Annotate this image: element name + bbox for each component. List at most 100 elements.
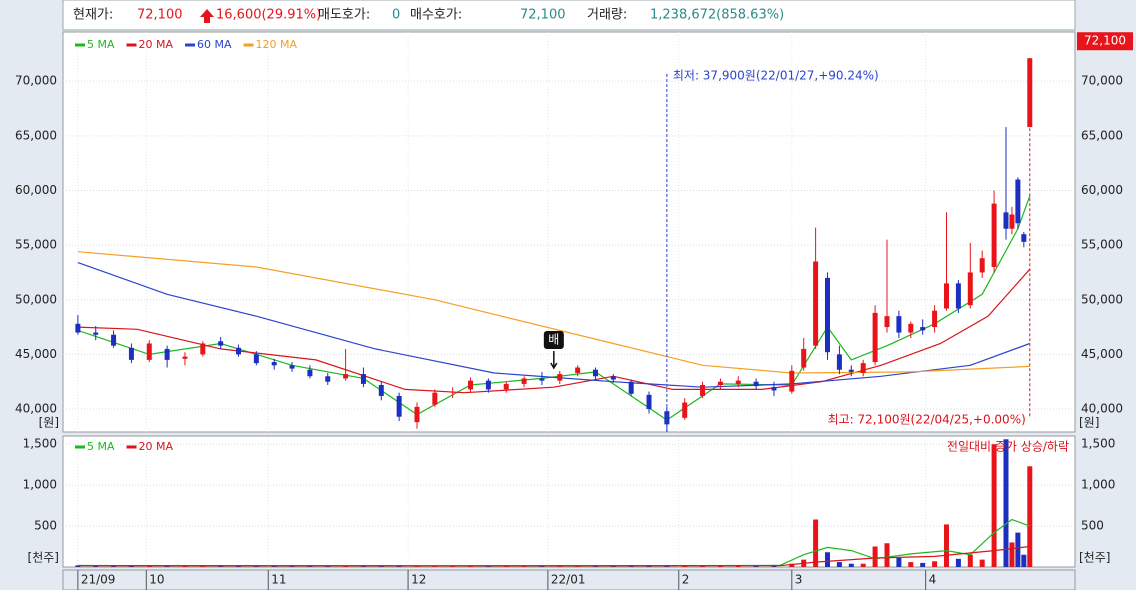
candle-body [521, 378, 527, 384]
volume-bar [485, 566, 491, 567]
volume-bar [717, 565, 723, 567]
y-tick-label-right: 1,000 [1081, 478, 1115, 492]
signal-box [543, 330, 564, 349]
volume-bar [1003, 439, 1009, 567]
legend-label: 5 MA [87, 440, 115, 453]
volume-bar [75, 565, 81, 567]
volume-bar [979, 559, 985, 567]
x-tick-label: 12 [411, 573, 426, 587]
y-tick-label-right: 40,000 [1081, 402, 1123, 416]
candle-body [485, 380, 491, 390]
volume-bar [521, 566, 527, 567]
candle-body [182, 356, 188, 359]
candle-body [360, 374, 366, 384]
signal-arrow [550, 350, 558, 370]
volume-bar [325, 565, 331, 567]
y-tick-label: 500 [34, 519, 57, 533]
candle-body [236, 347, 242, 355]
candle-body [700, 385, 706, 396]
volume-bar [271, 566, 277, 567]
y-tick-label-right: 1,500 [1081, 437, 1115, 451]
header-label: 매도호가: [318, 8, 370, 23]
legend-label: 20 MA [139, 440, 174, 453]
x-tick-label: 3 [795, 573, 803, 587]
header-value: 1,238,672(858.63%) [650, 8, 784, 23]
last-price-tag [1077, 32, 1133, 51]
volume-bar [872, 546, 878, 567]
candle-body [991, 203, 997, 267]
legend-label: 60 MA [197, 38, 232, 51]
volume-bar [955, 558, 961, 567]
volume-bar [943, 524, 949, 567]
ma-line [77, 545, 1030, 567]
x-axis-strip [62, 569, 1076, 590]
volume-bar [610, 566, 616, 567]
y-tick-label: 50,000 [15, 292, 57, 306]
volume-bar [218, 565, 224, 567]
y-tick-label-right: 45,000 [1081, 347, 1123, 361]
candle-body [979, 258, 985, 273]
volume-bar [813, 519, 819, 567]
y-tick-label: 45,000 [15, 347, 57, 361]
candle-body [664, 411, 670, 425]
volume-bar [848, 563, 854, 567]
volume-bar [932, 561, 938, 567]
candle-body [848, 369, 854, 372]
last-price-label: 72,100 [1084, 34, 1126, 48]
candle-body [789, 370, 795, 392]
candle-body [682, 402, 688, 418]
candle-body [75, 323, 81, 333]
header-value: 0 [392, 8, 400, 23]
y-tick-label-right: 60,000 [1081, 183, 1123, 197]
x-tick-label: 2 [682, 573, 690, 587]
legend-label: 120 MA [256, 38, 298, 51]
volume-bar [450, 566, 456, 567]
candle-body [253, 354, 259, 364]
unit-label-right: [천주] [1079, 550, 1110, 565]
volume-bar [164, 565, 170, 567]
legend-label: 20 MA [139, 38, 174, 51]
up-arrow-icon [200, 9, 214, 23]
candle-body [307, 369, 313, 377]
volume-bar [628, 565, 634, 567]
unit-label: [천주] [28, 550, 59, 565]
header-value: 72,100 [137, 8, 183, 23]
ma-line [77, 251, 1030, 374]
candle-body [111, 334, 117, 346]
candle-body [884, 316, 890, 328]
volume-bar [1027, 466, 1033, 567]
volume-bar [1009, 542, 1015, 567]
y-tick-label: 1,500 [23, 437, 57, 451]
candle-body [920, 327, 926, 331]
candle-body [801, 348, 807, 368]
y-tick-label: 55,000 [15, 238, 57, 252]
volume-bar [896, 557, 902, 567]
candle-body [628, 381, 634, 394]
volume-bar [789, 563, 795, 567]
volume-bar [539, 566, 545, 567]
candle-body [896, 316, 902, 333]
y-tick-label-right: 65,000 [1081, 128, 1123, 142]
volume-bar [592, 566, 598, 567]
candle-body [432, 392, 438, 405]
volume-bar [1021, 554, 1027, 567]
price-panel [62, 31, 1076, 433]
unit-label: [원] [39, 416, 59, 430]
candle-body [200, 343, 206, 355]
y-tick-label-right: 500 [1081, 519, 1104, 533]
candle-body [289, 365, 295, 369]
header-label: 매수호가: [410, 8, 462, 23]
volume-bar [1015, 532, 1021, 567]
high-marker-label: 최고: 72,100원(22/04/25,+0.00%) [828, 413, 1026, 427]
y-tick-label: 60,000 [15, 183, 57, 197]
volume-bar [991, 444, 997, 567]
candle-body [557, 374, 563, 381]
candle-body [813, 261, 819, 346]
candle-body [146, 343, 152, 360]
y-tick-label: 65,000 [15, 128, 57, 142]
volume-bar [908, 562, 914, 567]
candle-body [836, 354, 842, 370]
candle-body [503, 383, 509, 390]
volume-bar [753, 565, 759, 567]
